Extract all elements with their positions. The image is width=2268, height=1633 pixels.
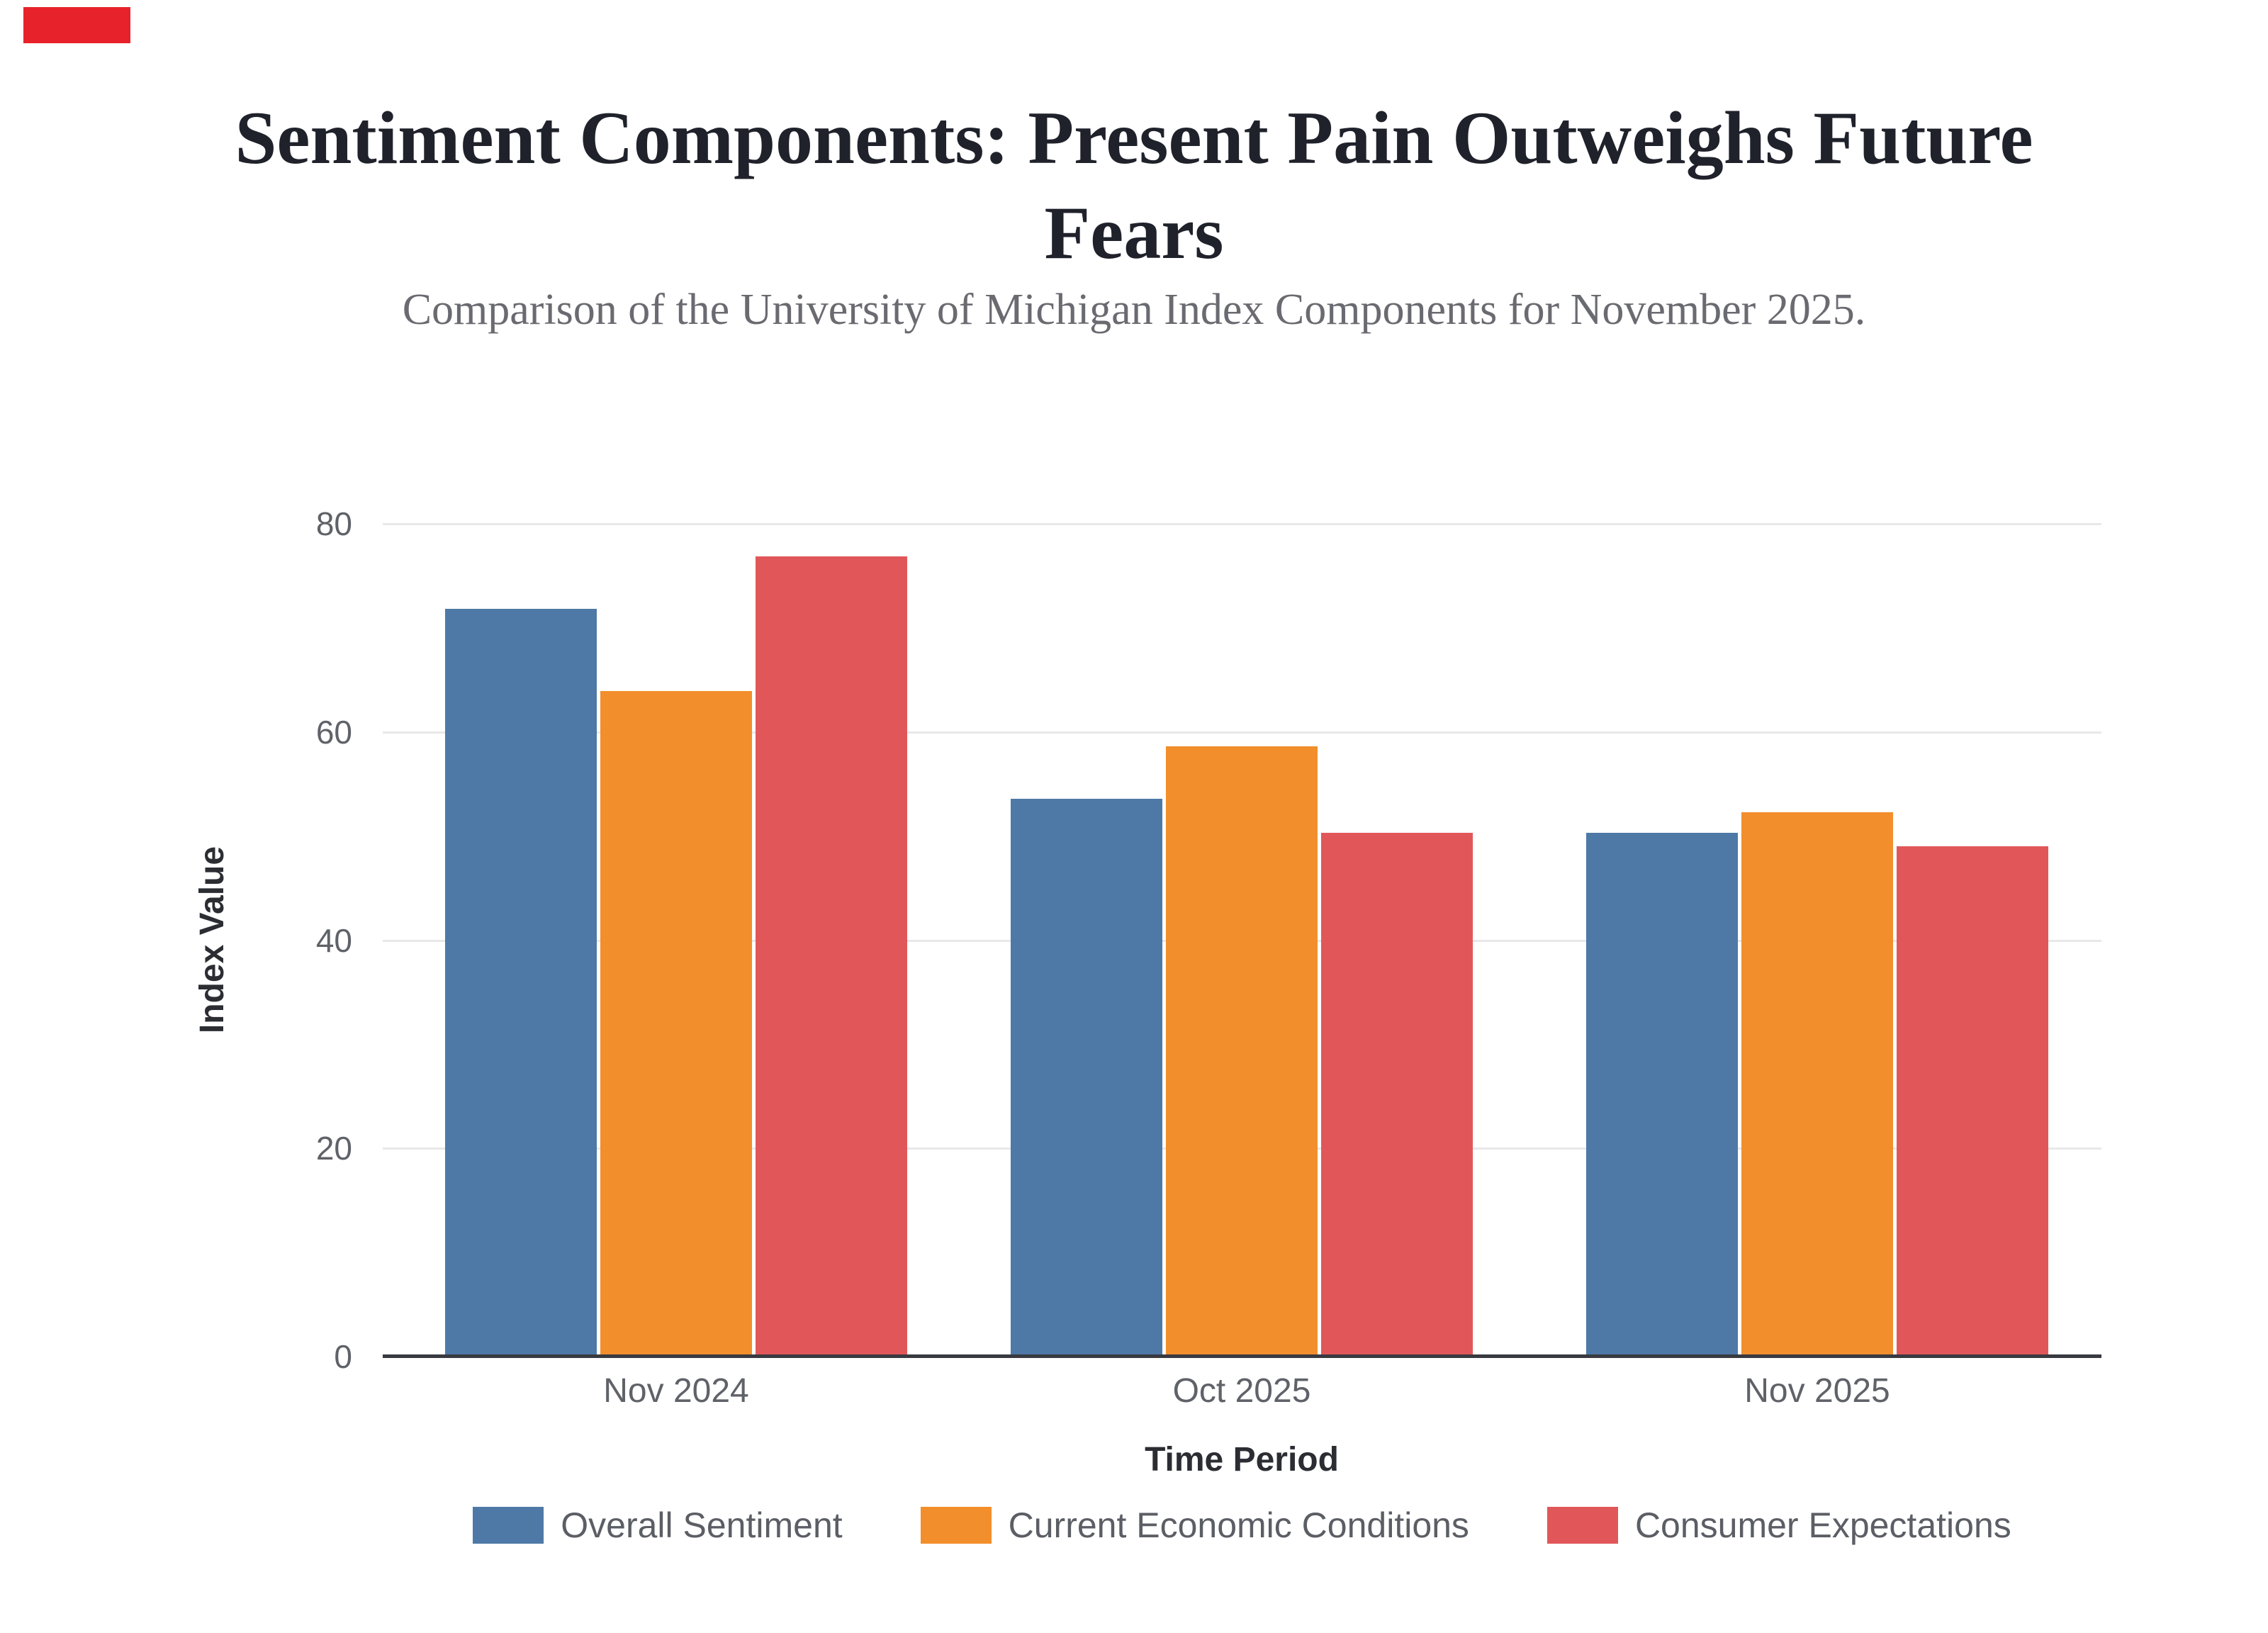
bar-consumer-expectations-nov-2025[interactable] <box>1897 846 2048 1357</box>
gridline-80 <box>383 523 2101 525</box>
chart-title-line1: Sentiment Components: Present Pain Outwe… <box>235 96 2033 179</box>
bar-current-economic-conditions-oct-2025[interactable] <box>1166 746 1318 1357</box>
bar-consumer-expectations-oct-2025[interactable] <box>1321 833 1473 1357</box>
legend: Overall Sentiment Current Economic Condit… <box>383 1504 2101 1547</box>
bar-consumer-expectations-nov-2024[interactable] <box>756 556 907 1357</box>
y-tick-label-20: 20 <box>315 1130 352 1167</box>
x-tick-label-nov-2024: Nov 2024 <box>603 1372 749 1410</box>
chart-subtitle: Comparison of the University of Michigan… <box>402 286 1866 334</box>
legend-swatch-consumer-expectations <box>1546 1507 1618 1544</box>
plot-area: 0 20 40 60 80 Nov 2024 Oct 2025 Nov 2025 <box>316 507 2101 1410</box>
y-tick-label-40: 40 <box>315 921 352 959</box>
y-tick-label-60: 60 <box>315 713 352 751</box>
chart-title-line2: Fears <box>1044 191 1224 274</box>
bar-current-economic-conditions-nov-2025[interactable] <box>1741 812 1893 1357</box>
bar-group-nov-2024 <box>445 556 907 1357</box>
legend-item-consumer-expectations[interactable]: Consumer Expectations <box>1546 1505 2011 1545</box>
legend-swatch-current-economic-conditions <box>920 1507 992 1544</box>
bar-overall-sentiment-nov-2025[interactable] <box>1586 833 1738 1357</box>
x-tick-label-oct-2025: Oct 2025 <box>1172 1372 1311 1410</box>
y-axis-title: Index Value <box>193 846 231 1034</box>
gridline-60 <box>383 731 2101 734</box>
legend-item-overall-sentiment[interactable]: Overall Sentiment <box>473 1505 843 1545</box>
bar-group-nov-2025 <box>1586 812 2048 1357</box>
y-tick-label-80: 80 <box>315 505 352 542</box>
bar-overall-sentiment-nov-2024[interactable] <box>445 609 597 1357</box>
bar-overall-sentiment-oct-2025[interactable] <box>1011 798 1162 1357</box>
legend-label: Overall Sentiment <box>561 1505 843 1545</box>
bar-current-economic-conditions-nov-2024[interactable] <box>600 691 752 1357</box>
x-axis-line <box>383 1354 2101 1358</box>
x-axis-title: Time Period <box>1145 1441 1339 1478</box>
legend-label: Current Economic Conditions <box>1008 1505 1469 1545</box>
red-corner-marker <box>23 7 130 43</box>
y-tick-label-0: 0 <box>334 1338 352 1375</box>
legend-swatch-overall-sentiment <box>473 1507 544 1544</box>
x-tick-label-nov-2025: Nov 2025 <box>1744 1372 1890 1410</box>
legend-label: Consumer Expectations <box>1634 1505 2011 1545</box>
chart-title: Sentiment Components: Present Pain Outwe… <box>0 91 2268 281</box>
legend-item-current-economic-conditions[interactable]: Current Economic Conditions <box>920 1505 1469 1545</box>
bar-group-oct-2025 <box>1011 746 1473 1357</box>
